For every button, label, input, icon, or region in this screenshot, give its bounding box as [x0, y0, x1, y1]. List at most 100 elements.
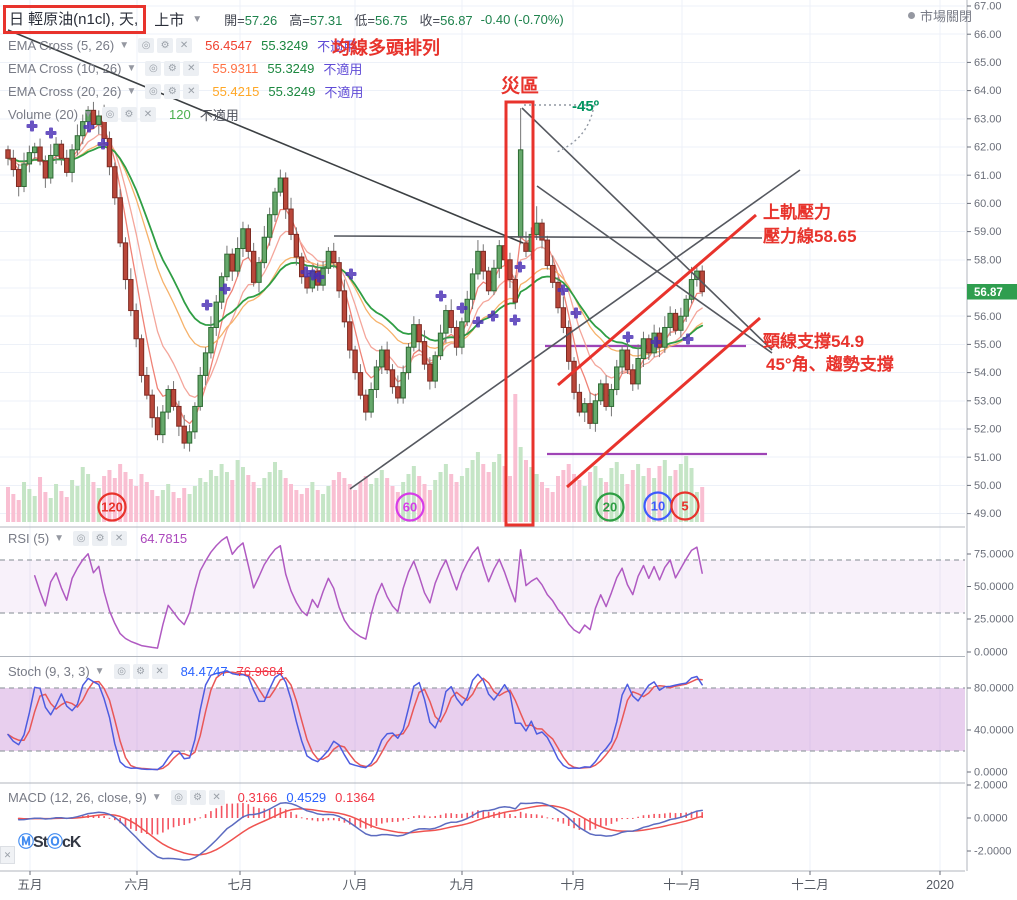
- indicator-value: 0.4529: [286, 790, 327, 805]
- axis-label: 62.00: [974, 142, 1002, 154]
- legend-row: Volume (20) ▼ ◎ ⚙ ✕ 120 不適用: [8, 105, 239, 124]
- axis-label: 50.0000: [974, 581, 1014, 593]
- remove-icon[interactable]: ✕: [176, 38, 193, 53]
- indicator-value: 64.7815: [140, 531, 188, 546]
- symbol-title-boxed[interactable]: 日 輕原油(n1cl), 天,: [3, 5, 147, 34]
- annotation-angle: -45º: [572, 98, 600, 115]
- axis-label: 52.00: [974, 424, 1002, 436]
- visibility-icon[interactable]: ◎: [145, 84, 162, 99]
- axis-label: 25.0000: [974, 614, 1014, 626]
- axis-label: 51.00: [974, 452, 1002, 464]
- settings-gear-icon[interactable]: ⚙: [189, 790, 206, 805]
- chevron-down-icon[interactable]: ▼: [192, 14, 203, 25]
- collapsed-panel-close-icon[interactable]: ✕: [0, 846, 15, 864]
- ohlc-values: 開=57.26 高=57.31 低=56.75 收=56.87: [224, 10, 473, 29]
- chevron-down-icon[interactable]: ▼: [126, 86, 137, 97]
- chevron-down-icon[interactable]: ▼: [94, 666, 105, 677]
- stoch-pane: [0, 670, 965, 771]
- time-axis-label: 十一月: [663, 878, 701, 892]
- time-axis-label: 七月: [227, 878, 252, 892]
- indicator-value: 0.3166: [237, 790, 278, 805]
- remove-icon[interactable]: ✕: [151, 664, 168, 679]
- visibility-icon[interactable]: ◎: [138, 38, 155, 53]
- time-axis-label: 十月: [560, 878, 585, 892]
- axis-label: 2.0000: [974, 780, 1008, 792]
- settings-gear-icon[interactable]: ⚙: [132, 664, 149, 679]
- remove-icon[interactable]: ✕: [208, 790, 225, 805]
- indicator-value: 0.1364: [335, 790, 375, 805]
- legend-row: EMA Cross (5, 26) ▼ ◎ ⚙ ✕ 56.4547 55.3249 不適用: [8, 36, 356, 55]
- market-status: 市場關閉: [908, 6, 972, 25]
- stoch-legend: Stoch (9, 3, 3) ▼ ◎ ⚙ ✕ 84.4747 76.9684: [8, 664, 284, 679]
- time-axis-label: 八月: [342, 878, 367, 892]
- watermark-logo: ⓂStⓄcK: [18, 834, 82, 851]
- visibility-icon[interactable]: ◎: [145, 61, 162, 76]
- indicator-value: 不適用: [323, 62, 363, 77]
- indicator-value: 55.4215: [212, 84, 260, 99]
- axis-label: 54.00: [974, 367, 1002, 379]
- chevron-down-icon[interactable]: ▼: [54, 533, 65, 544]
- ema-lines: [7, 123, 704, 425]
- time-axis-label: 十二月: [791, 878, 829, 892]
- remove-icon[interactable]: ✕: [111, 531, 128, 546]
- chevron-down-icon[interactable]: ▼: [119, 40, 130, 51]
- ohlc-item: 開=57.26: [224, 13, 278, 28]
- symbol-title-row: 日 輕原油(n1cl), 天, 上市 ▼ 開=57.26 高=57.31 低=56.…: [3, 5, 564, 34]
- settings-gear-icon[interactable]: ⚙: [92, 531, 109, 546]
- indicator-name: EMA Cross (5, 26): [8, 38, 115, 53]
- annotation-pressure-line: 壓力線58.65: [763, 227, 857, 246]
- remove-icon[interactable]: ✕: [140, 107, 156, 122]
- time-axis-label: 六月: [124, 878, 149, 892]
- indicator-value: 76.9684: [236, 664, 284, 679]
- axis-label: 64.00: [974, 85, 1002, 97]
- visibility-icon[interactable]: ◎: [73, 531, 90, 546]
- annotation-trend-support: 45°角、趨勢支撐: [766, 355, 894, 374]
- axis-label: 67.00: [974, 1, 1002, 13]
- visibility-icon[interactable]: ◎: [102, 107, 118, 122]
- remove-icon[interactable]: ✕: [183, 61, 200, 76]
- svg-text:10: 10: [651, 499, 665, 514]
- time-axis-label: 九月: [449, 878, 474, 892]
- svg-text:20: 20: [603, 500, 617, 515]
- indicator-name: RSI (5): [8, 531, 50, 546]
- remove-icon[interactable]: ✕: [183, 84, 200, 99]
- time-axis[interactable]: 五月 六月 七月 八月 九月 十月 十一月 十二月 2020: [17, 871, 954, 892]
- visibility-icon[interactable]: ◎: [170, 790, 187, 805]
- market-label[interactable]: 上市: [154, 12, 185, 29]
- settings-gear-icon[interactable]: ⚙: [164, 84, 181, 99]
- axis-label: 63.00: [974, 113, 1002, 125]
- disaster-box: [504, 100, 535, 527]
- chevron-down-icon[interactable]: ▼: [126, 63, 137, 74]
- settings-gear-icon[interactable]: ⚙: [164, 61, 181, 76]
- axis-label: 55.00: [974, 339, 1002, 351]
- svg-text:5: 5: [681, 499, 688, 514]
- annotation-ma-alignment: 均線多頭排列: [332, 38, 440, 58]
- price-axis[interactable]: 67.00 66.00 65.00 64.00 63.00 62.00 61.00 60.00…: [967, 1, 1014, 858]
- chevron-down-icon[interactable]: ▼: [83, 109, 93, 120]
- axis-label: 61.00: [974, 170, 1002, 182]
- volume-period-circles: 120 60 20 10 5: [97, 491, 700, 522]
- chevron-down-icon[interactable]: ▼: [151, 792, 162, 803]
- indicator-value: 不適用: [199, 108, 239, 123]
- settings-gear-icon[interactable]: ⚙: [157, 38, 174, 53]
- ohlc-item: 收=56.87: [419, 13, 473, 28]
- axis-label: 56.00: [974, 311, 1002, 323]
- axis-label: 80.0000: [974, 683, 1014, 695]
- settings-gear-icon[interactable]: ⚙: [121, 107, 137, 122]
- axis-label: 60.00: [974, 198, 1002, 210]
- annotation-disaster-zone: 災區: [501, 76, 540, 97]
- axis-label: 66.00: [974, 29, 1002, 41]
- visibility-icon[interactable]: ◎: [113, 664, 130, 679]
- axis-label: 75.0000: [974, 549, 1014, 561]
- indicator-value: 55.3249: [268, 84, 316, 99]
- indicator-value: 不適用: [317, 39, 357, 54]
- ema-cross-markers: [26, 120, 694, 348]
- svg-text:56.87: 56.87: [974, 287, 1003, 299]
- rsi-pane: [0, 536, 965, 649]
- axis-label: 0.0000: [974, 647, 1008, 659]
- indicator-name: EMA Cross (20, 26): [8, 84, 122, 99]
- indicator-value: 56.4547: [205, 38, 253, 53]
- axis-label: 49.00: [974, 508, 1002, 520]
